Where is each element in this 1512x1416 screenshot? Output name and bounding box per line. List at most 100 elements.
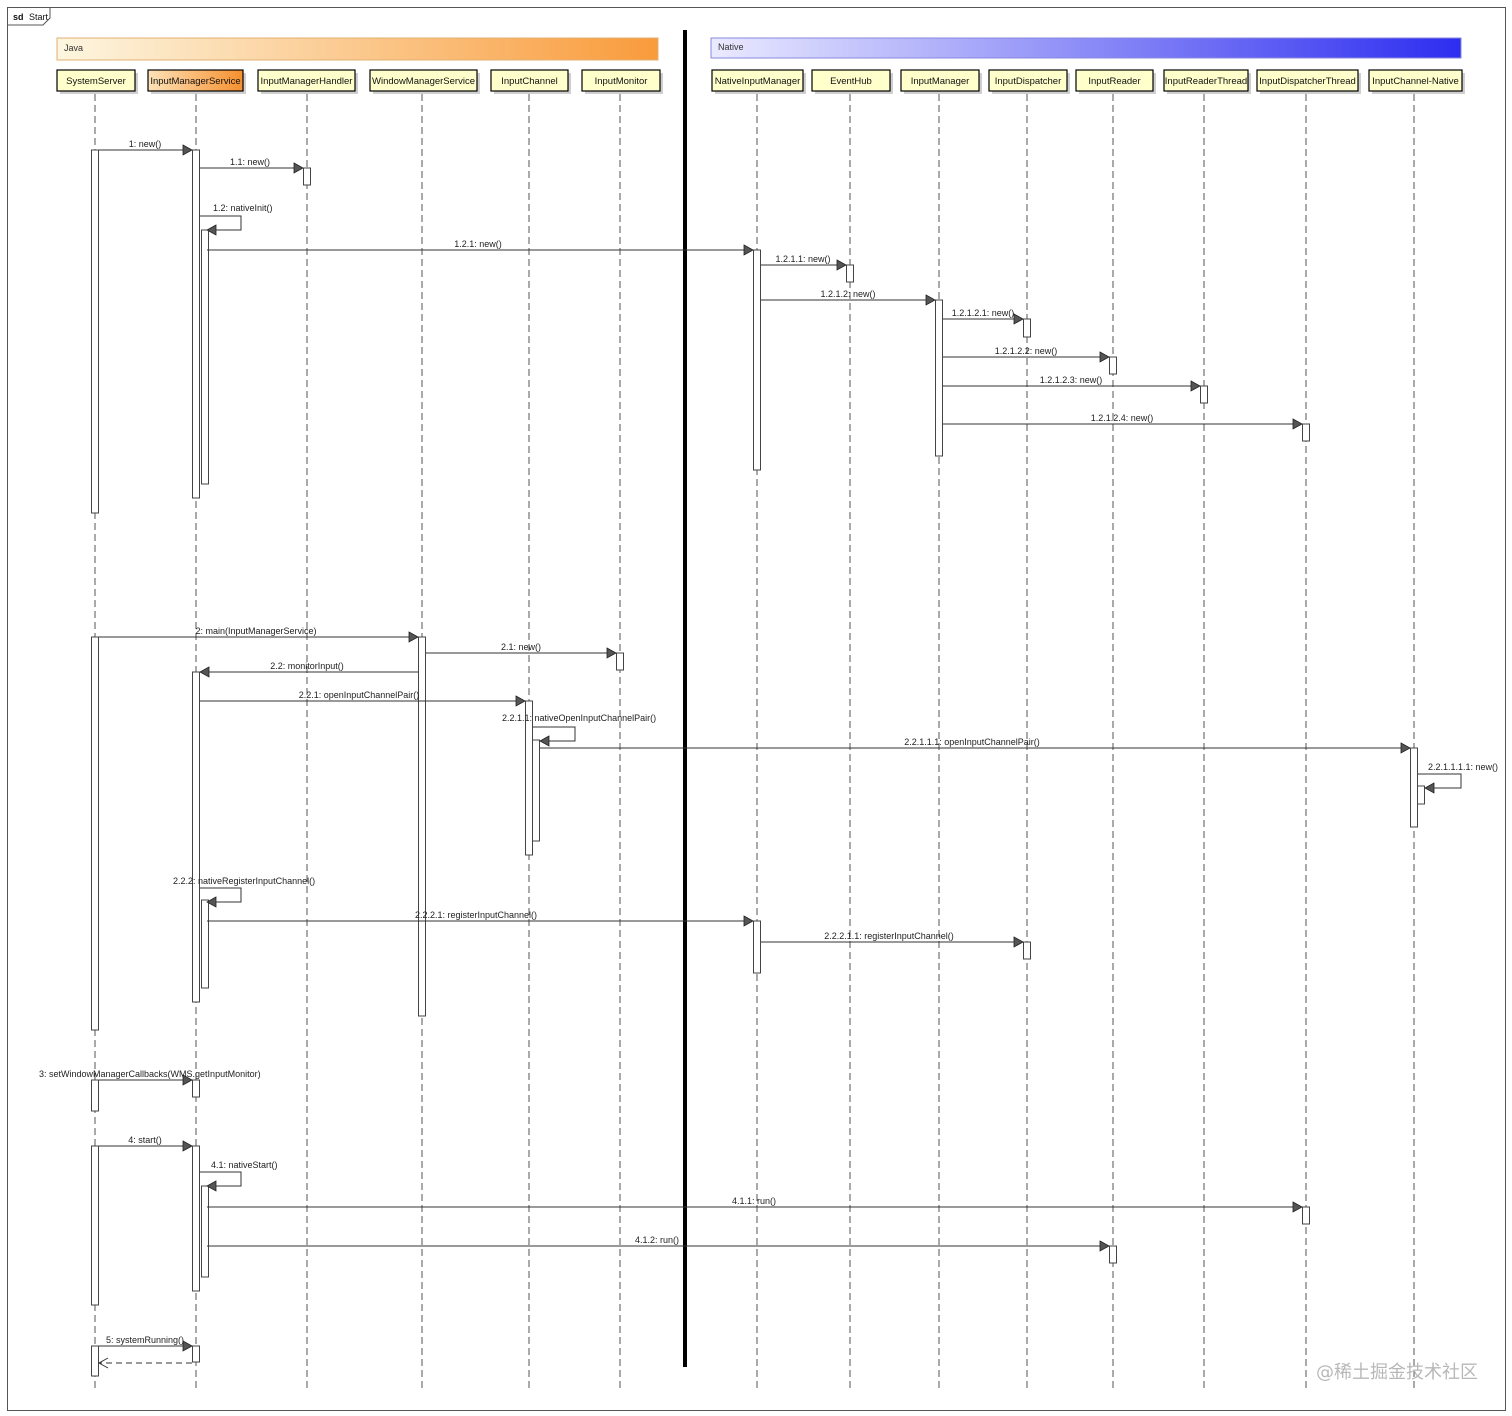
message-label: 1.1: new() xyxy=(230,157,270,167)
arrow-head xyxy=(1099,1240,1110,1252)
arrow-head xyxy=(925,294,936,306)
message-label: 1.2.1.2.1: new() xyxy=(952,308,1015,318)
participant-label: InputManagerHandler xyxy=(261,76,353,87)
participant-box xyxy=(581,69,661,92)
arrow-head xyxy=(182,1074,193,1086)
message: 2.2.2.1: registerInputChannel() xyxy=(207,910,754,927)
message-label: 5: systemRunning() xyxy=(106,1335,184,1345)
activation-bar xyxy=(91,636,99,1031)
arrow-head xyxy=(408,631,419,643)
message: 2.2.1.1: nativeOpenInputChannelPair() xyxy=(502,713,656,747)
participant-eventhub: EventHub xyxy=(811,69,893,1392)
participant-inputmanager: InputManager xyxy=(900,69,982,1392)
activation-bar xyxy=(192,1079,200,1098)
activation-bar xyxy=(616,652,624,671)
arrow-head xyxy=(515,695,526,707)
participant-box xyxy=(900,69,980,92)
message: 1.2.1: new() xyxy=(207,239,754,256)
package-java xyxy=(56,37,659,61)
arrow-head xyxy=(1190,380,1201,392)
message-label: 2.2: monitorInput() xyxy=(270,661,344,671)
message: 1.2.1.2.4: new() xyxy=(943,413,1303,430)
activation-bar xyxy=(91,1345,99,1377)
arrow-head xyxy=(743,244,754,256)
message: 2.2.1: openInputChannelPair() xyxy=(200,690,526,707)
arrow-head xyxy=(1400,742,1411,754)
self-call-line xyxy=(200,215,242,231)
participant-label: SystemServer xyxy=(66,76,126,87)
message-label: 2.2.1: openInputChannelPair() xyxy=(299,690,420,700)
activation-bar xyxy=(525,700,533,856)
activation-bar xyxy=(192,1345,200,1363)
message: 1.2.1.2.2: new() xyxy=(943,346,1110,363)
activation-bar xyxy=(303,167,311,186)
message-label: 1.2: nativeInit() xyxy=(213,203,273,213)
message: 2.1: new() xyxy=(426,642,617,659)
message: 1.2.1.2.3: new() xyxy=(943,375,1201,392)
arrow-head xyxy=(206,224,217,236)
participant-inputchannel-native: InputChannel-Native xyxy=(1368,69,1465,1392)
message: 5: systemRunning() xyxy=(99,1335,193,1352)
participant-inputdispatcherthread: InputDispatcherThread xyxy=(1256,69,1361,1392)
arrow-head xyxy=(1013,936,1024,948)
message: 2.2.2.1.1: registerInputChannel() xyxy=(761,931,1024,948)
activation-bar xyxy=(1023,318,1031,338)
arrow-head xyxy=(539,735,550,747)
self-call-line xyxy=(1418,773,1462,789)
arrow-head xyxy=(97,1357,109,1369)
self-call-line xyxy=(200,887,242,903)
activation-bar xyxy=(91,1145,99,1306)
arrow-head xyxy=(1013,313,1024,325)
message-label: 1.2.1.2.4: new() xyxy=(1091,413,1154,423)
arrow-head xyxy=(1292,418,1303,430)
participant-inputreader: InputReader xyxy=(1075,69,1156,1392)
message: 1.2: nativeInit() xyxy=(200,203,273,236)
message: 1.2.1.1: new() xyxy=(761,254,847,271)
frame-title-tab xyxy=(7,7,51,26)
message: 2.2: monitorInput() xyxy=(199,661,418,678)
participant-box xyxy=(811,69,891,92)
activation-bar xyxy=(1109,356,1117,375)
message: 1.2.1.2.1: new() xyxy=(943,308,1024,325)
self-call-line xyxy=(200,1171,242,1187)
participant-nativeinputmanager: NativeInputManager xyxy=(711,69,806,1392)
activation-bar xyxy=(192,149,200,499)
message-label: 1.2.1.2.3: new() xyxy=(1040,375,1103,385)
message: 4.1: nativeStart() xyxy=(200,1160,278,1192)
participant-label: InputDispatcherThread xyxy=(1259,76,1356,87)
participant-box xyxy=(1368,69,1463,92)
participant-box xyxy=(1256,69,1359,92)
participant-inputmanagerhandler: InputManagerHandler xyxy=(257,69,358,1392)
participant-label: EventHub xyxy=(830,76,872,87)
participant-label: InputReaderThread xyxy=(1165,76,1247,87)
message: 2.2.2: nativeRegisterInputChannel() xyxy=(173,876,315,908)
activation-bar xyxy=(91,149,99,514)
activation-bar xyxy=(201,1185,209,1278)
participant-box xyxy=(711,69,804,92)
message: 2: main(InputManagerService) xyxy=(99,626,419,643)
participant-label: InputManagerService xyxy=(150,76,240,87)
participant-box xyxy=(1163,69,1249,92)
participant-inputmonitor: InputMonitor xyxy=(581,69,663,1392)
message-label: 2.2.1.1.1: openInputChannelPair() xyxy=(904,737,1040,747)
message-label: 2.2.2.1: registerInputChannel() xyxy=(415,910,537,920)
arrow-head xyxy=(206,896,217,908)
message-label: 2.2.1.1.1.1: new() xyxy=(1428,762,1498,772)
activation-bar xyxy=(91,1079,99,1112)
message: 4.1.2: run() xyxy=(207,1235,1110,1252)
message-label: 1.2.1: new() xyxy=(454,239,502,249)
participant-box xyxy=(56,69,136,92)
message-label: 1.2.1.1: new() xyxy=(775,254,830,264)
participant-inputdispatcher: InputDispatcher xyxy=(988,69,1070,1392)
activation-bar xyxy=(846,264,854,283)
message-label: 4: start() xyxy=(128,1135,162,1145)
message-label: 4.1.1: run() xyxy=(732,1196,776,1206)
activation-bar xyxy=(1109,1245,1117,1264)
package-native xyxy=(710,37,1462,59)
participant-inputreaderthread: InputReaderThread xyxy=(1163,69,1251,1392)
activation-bar xyxy=(1410,747,1418,828)
activation-bar xyxy=(753,920,761,974)
activation-bar xyxy=(1200,385,1208,404)
arrow-head xyxy=(606,647,617,659)
